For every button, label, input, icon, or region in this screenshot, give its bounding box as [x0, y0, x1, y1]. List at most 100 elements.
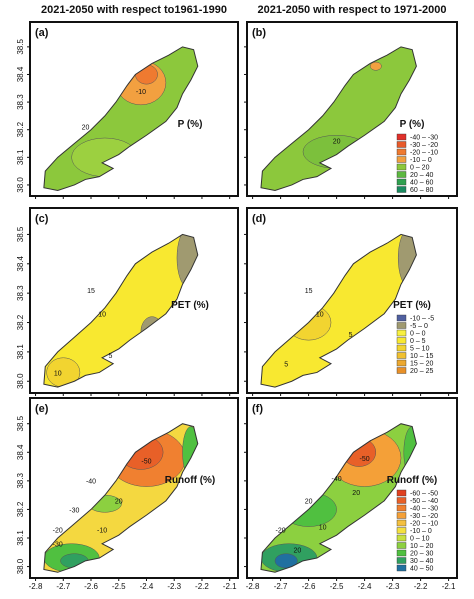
- x-tick-label: -2.3: [167, 582, 181, 591]
- legend-label: 0 – 20: [410, 165, 430, 172]
- coastline: [43, 233, 199, 388]
- contour-region: [46, 357, 81, 388]
- contour-label: 20: [294, 547, 302, 554]
- contour-label: 20: [333, 139, 341, 146]
- legend-swatch: [396, 178, 407, 186]
- coastline: [260, 46, 417, 191]
- legend-swatch: [396, 504, 407, 512]
- y-tick-label: 38.4: [16, 255, 25, 271]
- legend-swatch: [396, 359, 407, 367]
- legend-swatch: [396, 141, 407, 148]
- legend-label: 40 – 50: [410, 566, 433, 573]
- column-title: 2021-2050 with respect to 1971-2000: [258, 4, 447, 16]
- y-tick-label: 38.0: [16, 177, 25, 193]
- contour-region: [369, 61, 382, 71]
- legend-swatch: [396, 497, 407, 504]
- contour-label: -20: [276, 527, 286, 534]
- map-fill: [43, 234, 198, 388]
- variable-label: PET (%): [393, 300, 431, 311]
- legend-swatch: [396, 322, 407, 329]
- x-tick-label: -2.4: [140, 582, 154, 591]
- legend-label: -60 – -50: [410, 491, 438, 498]
- legend-label: -50 – -40: [410, 498, 438, 505]
- contour-label: -40: [86, 479, 96, 486]
- legend-label: 0 – 0: [410, 331, 426, 338]
- x-tick-label: -2.4: [358, 582, 372, 591]
- x-tick-label: -2.1: [442, 582, 456, 591]
- legend-swatch: [396, 314, 407, 322]
- legend-swatch: [396, 527, 407, 534]
- y-tick-label: 38.0: [16, 558, 25, 574]
- legend-swatch: [396, 163, 407, 171]
- contour-label: -20: [53, 527, 63, 534]
- y-tick-label: 38.3: [16, 94, 25, 110]
- map-fill: [261, 46, 417, 191]
- legend-swatch: [396, 542, 407, 549]
- y-tick-label: 38.2: [16, 501, 25, 517]
- legend-swatch: [396, 329, 407, 337]
- column-title: 2021-2050 with respect to1961-1990: [41, 4, 227, 16]
- contour-label: 5: [108, 353, 112, 360]
- contour-label: -10: [97, 527, 107, 534]
- map: [43, 423, 198, 573]
- legend-swatch: [396, 337, 407, 344]
- y-tick-label: 38.0: [16, 373, 25, 389]
- legend-label: -40 – -30: [410, 506, 438, 513]
- panel-label: (b): [252, 27, 266, 39]
- x-tick-label: -2.7: [56, 582, 70, 591]
- variable-label: PET (%): [171, 300, 209, 311]
- coastline: [260, 423, 417, 573]
- panel-label: (a): [35, 27, 49, 39]
- legend-label: 0 – 10: [410, 536, 430, 543]
- contour-label: 15: [305, 288, 313, 295]
- x-tick-label: -2.5: [330, 582, 344, 591]
- panel-label: (c): [35, 213, 49, 225]
- legend-swatch: [396, 156, 407, 163]
- legend-swatch: [396, 519, 407, 527]
- x-tick-label: -2.7: [274, 582, 288, 591]
- variable-label: Runoff (%): [165, 475, 216, 486]
- x-tick-label: -2.6: [84, 582, 98, 591]
- contour-label: -40: [332, 476, 342, 483]
- legend-label: 15 – 20: [410, 361, 433, 368]
- legend-swatch: [396, 557, 407, 564]
- y-tick-label: 38.1: [16, 530, 25, 546]
- map-fill: [261, 234, 417, 388]
- y-tick-label: 38.5: [16, 415, 25, 431]
- legend-label: -30 – -20: [410, 142, 438, 149]
- legend-label: -40 – -30: [410, 135, 438, 142]
- panel-label: (f): [252, 403, 263, 415]
- coastline: [43, 46, 199, 191]
- legend-label: 40 – 60: [410, 180, 433, 187]
- legend-swatch: [396, 344, 407, 352]
- legend-label: 20 – 40: [410, 172, 433, 179]
- y-tick-label: 38.3: [16, 473, 25, 489]
- x-tick-label: -2.1: [223, 582, 237, 591]
- legend-label: -5 – 0: [410, 323, 428, 330]
- legend-label: 30 – 40: [410, 558, 433, 565]
- legend-label: 20 – 30: [410, 551, 433, 558]
- contour-label: 10: [54, 370, 62, 377]
- legend-swatch: [396, 352, 407, 359]
- legend-swatch: [396, 534, 407, 542]
- y-tick-label: 38.4: [16, 444, 25, 460]
- legend-label: 20 – 25: [410, 368, 433, 375]
- contour-label: 15: [87, 288, 95, 295]
- contour-label: -50: [141, 459, 151, 466]
- x-tick-label: -2.5: [112, 582, 126, 591]
- legend-label: 5 – 10: [410, 346, 430, 353]
- contour-label: 10: [98, 312, 106, 319]
- legend-label: -10 – 0: [410, 528, 432, 535]
- legend-label: -20 – -10: [410, 150, 438, 157]
- y-tick-label: 38.4: [16, 66, 25, 82]
- legend-swatch: [396, 489, 407, 497]
- legend-label: -10 – -5: [410, 316, 434, 323]
- contour-label: -10: [136, 89, 146, 96]
- legend-swatch: [396, 186, 407, 193]
- y-tick-label: 38.5: [16, 39, 25, 55]
- legend-label: 10 – 20: [410, 543, 433, 550]
- contour-label: 20: [82, 125, 90, 132]
- legend-label: -20 – -10: [410, 521, 438, 528]
- y-tick-label: 38.1: [16, 149, 25, 165]
